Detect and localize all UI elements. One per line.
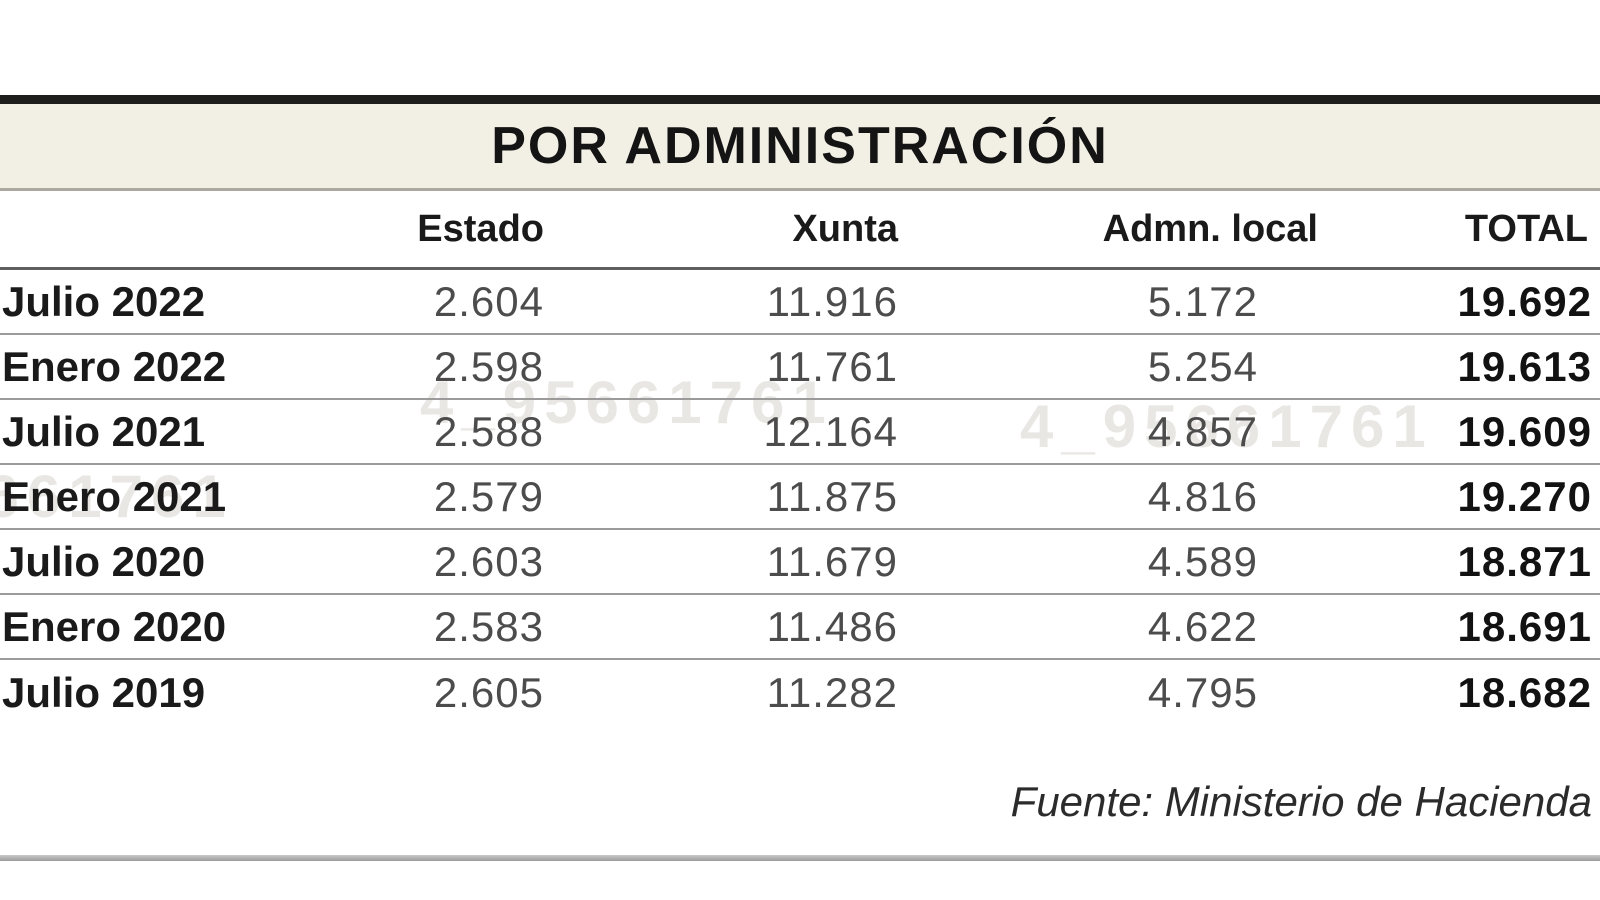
- row-label: Enero 2022: [2, 342, 227, 390]
- table-row: Julio 2021 2.588 12.164 4.857 19.609: [0, 400, 1600, 465]
- chart-title: POR ADMINISTRACIÓN: [491, 117, 1109, 175]
- estado-value: 2.604: [433, 277, 544, 325]
- admn-local-value: 4.816: [1147, 472, 1258, 520]
- admn-local-value: 4.622: [1147, 602, 1258, 650]
- total-value: 19.270: [1457, 472, 1592, 520]
- row-label: Julio 2020: [2, 537, 206, 585]
- column-header-admn-local: Admn. local: [1102, 207, 1318, 250]
- table-row: Enero 2020 2.583 11.486 4.622 18.691: [0, 595, 1600, 660]
- bottom-rule: [0, 855, 1600, 861]
- column-header-estado: Estado: [417, 207, 544, 250]
- total-value: 18.871: [1457, 537, 1592, 585]
- xunta-value: 11.679: [766, 537, 898, 585]
- xunta-value: 11.916: [766, 277, 898, 325]
- top-black-bar: [0, 95, 1600, 104]
- estado-value: 2.605: [433, 668, 544, 716]
- xunta-value: 11.761: [766, 342, 898, 390]
- total-value: 18.682: [1457, 668, 1592, 716]
- row-label: Enero 2021: [2, 472, 227, 520]
- total-value: 18.691: [1457, 602, 1592, 650]
- source-credit: Fuente: Ministerio de Hacienda: [1010, 778, 1592, 825]
- total-value: 19.609: [1457, 407, 1592, 455]
- admn-local-value: 4.589: [1147, 537, 1258, 585]
- estado-value: 2.598: [433, 342, 544, 390]
- table-row: Julio 2020 2.603 11.679 4.589 18.871: [0, 530, 1600, 595]
- xunta-value: 12.164: [763, 407, 898, 455]
- total-value: 19.613: [1457, 342, 1592, 390]
- xunta-value: 11.282: [766, 668, 898, 716]
- row-label: Julio 2022: [2, 277, 206, 325]
- admn-local-value: 4.857: [1147, 407, 1258, 455]
- row-label: Julio 2019: [2, 668, 206, 716]
- xunta-value: 11.486: [766, 602, 898, 650]
- data-table: Estado Xunta Admn. local TOTAL Julio 202…: [0, 191, 1600, 725]
- xunta-value: 11.875: [766, 472, 898, 520]
- estado-value: 2.603: [433, 537, 544, 585]
- estado-value: 2.579: [433, 472, 544, 520]
- table-row: Julio 2019 2.605 11.282 4.795 18.682: [0, 660, 1600, 725]
- title-band: POR ADMINISTRACIÓN: [0, 104, 1600, 191]
- column-header-xunta: Xunta: [792, 207, 898, 250]
- admn-local-value: 5.254: [1147, 342, 1258, 390]
- estado-value: 2.588: [433, 407, 544, 455]
- table-row: Enero 2021 2.579 11.875 4.816 19.270: [0, 465, 1600, 530]
- row-label: Julio 2021: [2, 407, 206, 455]
- admn-local-value: 5.172: [1147, 277, 1258, 325]
- table-row: Enero 2022 2.598 11.761 5.254 19.613: [0, 335, 1600, 400]
- row-label: Enero 2020: [2, 602, 227, 650]
- admn-local-value: 4.795: [1147, 668, 1258, 716]
- table-header-row: Estado Xunta Admn. local TOTAL: [0, 191, 1600, 270]
- table-row: Julio 2022 2.604 11.916 5.172 19.692: [0, 270, 1600, 335]
- estado-value: 2.583: [433, 602, 544, 650]
- total-value: 19.692: [1457, 277, 1592, 325]
- column-header-total: TOTAL: [1464, 207, 1588, 250]
